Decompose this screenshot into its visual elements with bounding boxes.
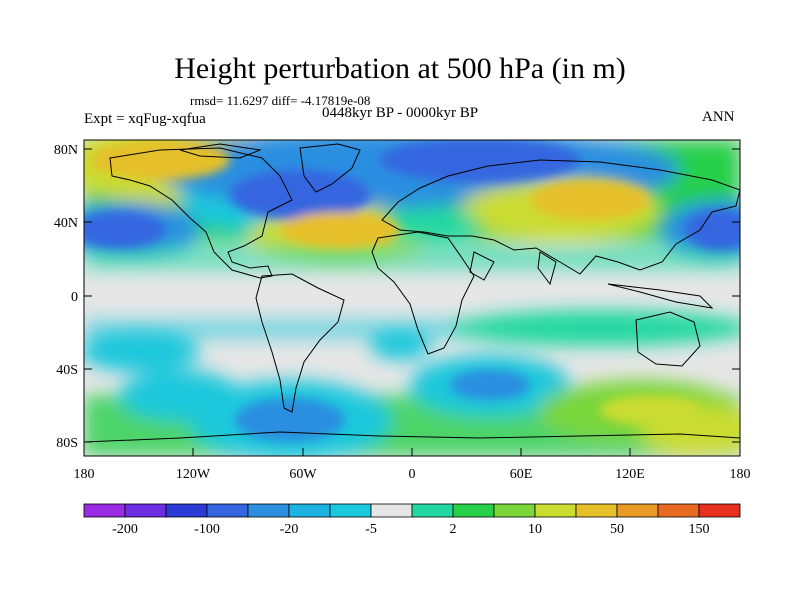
- plot-title: Height perturbation at 500 hPa (in m): [174, 52, 626, 85]
- stats-label: rmsd= 11.6297 diff= -4.17819e-08: [190, 93, 371, 108]
- colorbar-swatch: [452, 503, 495, 518]
- colorbar-swatch: [575, 503, 618, 518]
- lat-tick-label: 80S: [56, 436, 78, 451]
- experiment-label: Expt = xqFug-xqfua: [84, 111, 206, 127]
- colorbar: [83, 503, 741, 518]
- lon-tick-label: 120W: [176, 467, 211, 482]
- latitude-labels: 80N 40N 0 40S 80S: [54, 143, 78, 451]
- colorbar-swatch: [493, 503, 536, 518]
- colorbar-swatch: [206, 503, 249, 518]
- axis-ticks: [84, 148, 740, 456]
- colorbar-label: 50: [610, 522, 624, 537]
- lon-tick-label: 60E: [510, 467, 533, 482]
- colorbar-label: -5: [365, 522, 377, 537]
- colorbar-label: 2: [450, 522, 457, 537]
- colorbar-swatch: [411, 503, 454, 518]
- colorbar-label: 10: [528, 522, 542, 537]
- colorbar-swatch: [657, 503, 700, 518]
- lat-tick-label: 0: [71, 290, 78, 305]
- period-label: 0448kyr BP - 0000kyr BP: [322, 105, 479, 121]
- longitude-labels: 180 120W 60W 0 60E 120E 180: [74, 467, 751, 482]
- colorbar-labels: -200 -100 -20 -5 2 10 50 150: [112, 522, 709, 537]
- colorbar-swatch: [534, 503, 577, 518]
- colorbar-swatch: [288, 503, 331, 518]
- lon-tick-label: 60W: [289, 467, 317, 482]
- colorbar-swatch: [698, 503, 741, 518]
- colorbar-label: -200: [112, 522, 138, 537]
- lat-tick-label: 40N: [54, 216, 78, 231]
- colorbar-swatch: [83, 503, 126, 518]
- colorbar-swatch: [165, 503, 208, 518]
- season-label: ANN: [702, 109, 735, 125]
- height-field: [84, 140, 740, 456]
- coastlines: [84, 143, 740, 443]
- colorbar-label: -20: [280, 522, 299, 537]
- colorbar-swatch: [616, 503, 659, 518]
- colorbar-label: 150: [689, 522, 710, 537]
- lon-tick-label: 180: [730, 467, 751, 482]
- lon-tick-label: 180: [74, 467, 95, 482]
- lon-tick-label: 0: [409, 467, 416, 482]
- colorbar-swatch: [124, 503, 167, 518]
- colorbar-label: -100: [194, 522, 220, 537]
- colorbar-swatch: [329, 503, 372, 518]
- lon-tick-label: 120E: [615, 467, 645, 482]
- colorbar-swatch: [247, 503, 290, 518]
- lat-tick-label: 80N: [54, 143, 78, 158]
- lat-tick-label: 40S: [56, 363, 78, 378]
- colorbar-swatch: [370, 503, 413, 518]
